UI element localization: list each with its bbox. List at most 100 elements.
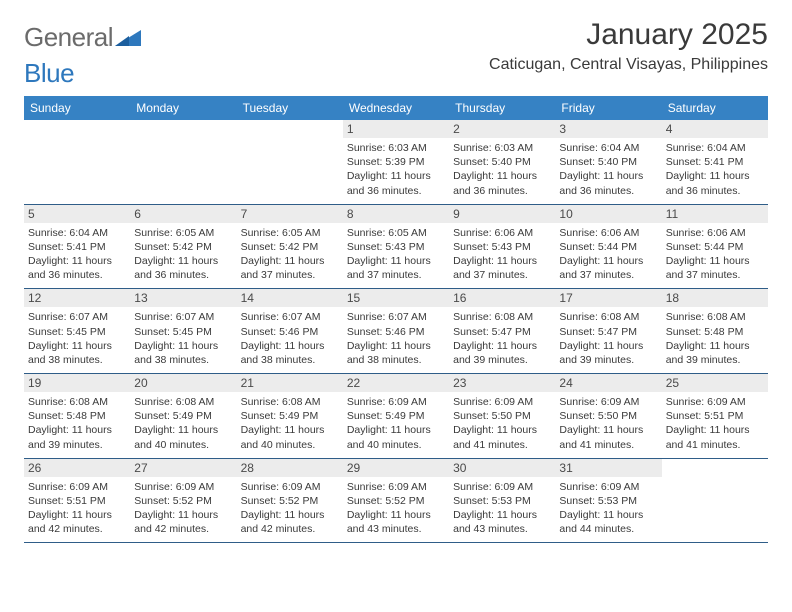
sunrise-line: Sunrise: 6:05 AM — [134, 226, 232, 240]
sunrise-line: Sunrise: 6:07 AM — [134, 310, 232, 324]
daylight-line: Daylight: 11 hours and 40 minutes. — [241, 423, 339, 451]
day-number: 6 — [130, 205, 236, 223]
sunrise-line: Sunrise: 6:08 AM — [241, 395, 339, 409]
day-number: 20 — [130, 374, 236, 392]
daylight-line: Daylight: 11 hours and 41 minutes. — [666, 423, 764, 451]
day-number: 4 — [662, 120, 768, 138]
day-cell: 7Sunrise: 6:05 AMSunset: 5:42 PMDaylight… — [237, 205, 343, 289]
daylight-line: Daylight: 11 hours and 39 minutes. — [666, 339, 764, 367]
dow-header: Thursday — [449, 96, 555, 120]
day-number: 5 — [24, 205, 130, 223]
daylight-line: Daylight: 11 hours and 39 minutes. — [28, 423, 126, 451]
week-row: 26Sunrise: 6:09 AMSunset: 5:51 PMDayligh… — [24, 459, 768, 544]
day-cell — [237, 120, 343, 204]
day-info: Sunrise: 6:08 AMSunset: 5:48 PMDaylight:… — [28, 395, 126, 452]
day-cell: 11Sunrise: 6:06 AMSunset: 5:44 PMDayligh… — [662, 205, 768, 289]
sunset-line: Sunset: 5:51 PM — [666, 409, 764, 423]
daylight-line: Daylight: 11 hours and 43 minutes. — [347, 508, 445, 536]
daylight-line: Daylight: 11 hours and 36 minutes. — [666, 169, 764, 197]
day-cell: 19 Sunrise: 6:08 AMSunset: 5:48 PMDayligh… — [24, 374, 130, 458]
day-cell: 27Sunrise: 6:09 AMSunset: 5:52 PMDayligh… — [130, 459, 236, 543]
dow-header: Friday — [555, 96, 661, 120]
day-cell: 1Sunrise: 6:03 AMSunset: 5:39 PMDaylight… — [343, 120, 449, 204]
day-number: 7 — [237, 205, 343, 223]
day-cell: 4 Sunrise: 6:04 AMSunset: 5:41 PMDaylight… — [662, 120, 768, 204]
sunrise-line: Sunrise: 6:07 AM — [241, 310, 339, 324]
sunset-line: Sunset: 5:49 PM — [347, 409, 445, 423]
dow-header-row: SundayMondayTuesdayWednesdayThursdayFrid… — [24, 96, 768, 120]
sunrise-line: Sunrise: 6:04 AM — [559, 141, 657, 155]
sunrise-line: Sunrise: 6:09 AM — [347, 480, 445, 494]
sunset-line: Sunset: 5:52 PM — [347, 494, 445, 508]
day-number — [237, 120, 343, 138]
day-info: Sunrise: 6:09 AMSunset: 5:51 PMDaylight:… — [666, 395, 764, 452]
sunset-line: Sunset: 5:48 PM — [666, 325, 764, 339]
daylight-line: Daylight: 11 hours and 37 minutes. — [559, 254, 657, 282]
day-info: Sunrise: 6:08 AMSunset: 5:47 PMDaylight:… — [559, 310, 657, 367]
sunset-line: Sunset: 5:51 PM — [28, 494, 126, 508]
sunrise-line: Sunrise: 6:04 AM — [666, 141, 764, 155]
sunrise-line: Sunrise: 6:09 AM — [347, 395, 445, 409]
day-cell: 13Sunrise: 6:07 AMSunset: 5:45 PMDayligh… — [130, 289, 236, 373]
location-subtitle: Caticugan, Central Visayas, Philippines — [489, 56, 768, 74]
daylight-line: Daylight: 11 hours and 38 minutes. — [241, 339, 339, 367]
sunrise-line: Sunrise: 6:03 AM — [453, 141, 551, 155]
sunset-line: Sunset: 5:50 PM — [559, 409, 657, 423]
day-number: 2 — [449, 120, 555, 138]
day-number: 27 — [130, 459, 236, 477]
day-info: Sunrise: 6:09 AMSunset: 5:49 PMDaylight:… — [347, 395, 445, 452]
day-info: Sunrise: 6:06 AMSunset: 5:43 PMDaylight:… — [453, 226, 551, 283]
sunset-line: Sunset: 5:53 PM — [559, 494, 657, 508]
day-info: Sunrise: 6:04 AMSunset: 5:41 PMDaylight:… — [666, 141, 764, 198]
day-info: Sunrise: 6:09 AMSunset: 5:53 PMDaylight:… — [453, 480, 551, 537]
sunset-line: Sunset: 5:53 PM — [453, 494, 551, 508]
day-number: 25 — [662, 374, 768, 392]
day-info: Sunrise: 6:08 AMSunset: 5:48 PMDaylight:… — [666, 310, 764, 367]
day-number: 12 — [24, 289, 130, 307]
sunset-line: Sunset: 5:47 PM — [559, 325, 657, 339]
dow-header: Saturday — [662, 96, 768, 120]
daylight-line: Daylight: 11 hours and 39 minutes. — [453, 339, 551, 367]
day-cell: 17 Sunrise: 6:08 AMSunset: 5:47 PMDayligh… — [555, 289, 661, 373]
sunset-line: Sunset: 5:40 PM — [559, 155, 657, 169]
sunrise-line: Sunrise: 6:09 AM — [559, 480, 657, 494]
day-cell: 22Sunrise: 6:09 AMSunset: 5:49 PMDayligh… — [343, 374, 449, 458]
sunset-line: Sunset: 5:52 PM — [134, 494, 232, 508]
sunset-line: Sunset: 5:46 PM — [241, 325, 339, 339]
logo-word-1: General — [24, 24, 113, 50]
sunset-line: Sunset: 5:42 PM — [134, 240, 232, 254]
sunset-line: Sunset: 5:45 PM — [28, 325, 126, 339]
daylight-line: Daylight: 11 hours and 38 minutes. — [134, 339, 232, 367]
day-number: 3 — [555, 120, 661, 138]
day-info: Sunrise: 6:08 AMSunset: 5:49 PMDaylight:… — [241, 395, 339, 452]
day-number — [130, 120, 236, 138]
daylight-line: Daylight: 11 hours and 37 minutes. — [666, 254, 764, 282]
day-number: 8 — [343, 205, 449, 223]
sunrise-line: Sunrise: 6:09 AM — [453, 395, 551, 409]
day-info: Sunrise: 6:07 AMSunset: 5:45 PMDaylight:… — [28, 310, 126, 367]
day-number: 29 — [343, 459, 449, 477]
day-number: 30 — [449, 459, 555, 477]
sunrise-line: Sunrise: 6:09 AM — [134, 480, 232, 494]
week-row: 5Sunrise: 6:04 AMSunset: 5:41 PMDaylight… — [24, 205, 768, 290]
daylight-line: Daylight: 11 hours and 44 minutes. — [559, 508, 657, 536]
daylight-line: Daylight: 11 hours and 36 minutes. — [453, 169, 551, 197]
sunrise-line: Sunrise: 6:08 AM — [559, 310, 657, 324]
day-number: 19 — [24, 374, 130, 392]
daylight-line: Daylight: 11 hours and 38 minutes. — [28, 339, 126, 367]
day-number: 14 — [237, 289, 343, 307]
sunset-line: Sunset: 5:39 PM — [347, 155, 445, 169]
day-number: 17 — [555, 289, 661, 307]
daylight-line: Daylight: 11 hours and 38 minutes. — [347, 339, 445, 367]
sunset-line: Sunset: 5:42 PM — [241, 240, 339, 254]
day-number: 9 — [449, 205, 555, 223]
daylight-line: Daylight: 11 hours and 43 minutes. — [453, 508, 551, 536]
daylight-line: Daylight: 11 hours and 36 minutes. — [559, 169, 657, 197]
sunrise-line: Sunrise: 6:08 AM — [666, 310, 764, 324]
sunrise-line: Sunrise: 6:03 AM — [347, 141, 445, 155]
day-info: Sunrise: 6:09 AMSunset: 5:52 PMDaylight:… — [347, 480, 445, 537]
day-info: Sunrise: 6:09 AMSunset: 5:52 PMDaylight:… — [241, 480, 339, 537]
day-number: 10 — [555, 205, 661, 223]
sunset-line: Sunset: 5:48 PM — [28, 409, 126, 423]
day-info: Sunrise: 6:05 AMSunset: 5:43 PMDaylight:… — [347, 226, 445, 283]
